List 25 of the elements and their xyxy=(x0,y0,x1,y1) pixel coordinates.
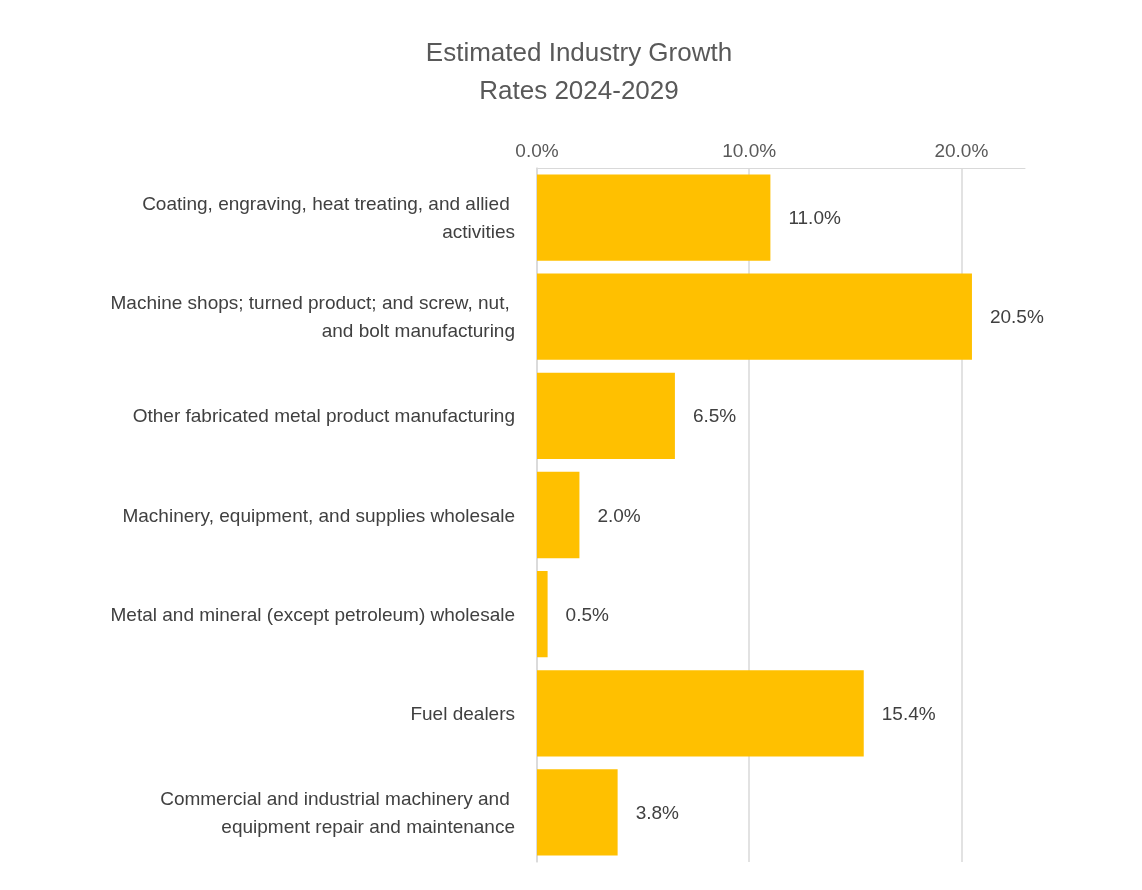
data-label: 2.0% xyxy=(597,504,641,526)
y-tick-label: Commercial and industrial machinery and equipment repair and maintenance xyxy=(160,787,515,837)
y-tick-label: Metal and mineral (except petroleum) wholesale xyxy=(110,603,515,625)
x-tick-label: 20.0% xyxy=(934,140,989,161)
x-tick-label: 0.0% xyxy=(515,140,559,161)
y-tick-label: Other fabricated metal product manufacturing xyxy=(132,405,515,427)
data-label: 6.5% xyxy=(692,405,737,427)
bar xyxy=(537,471,580,559)
y-tick-label: Machinery, equipment, and supplies wholesale xyxy=(122,504,515,526)
chart-title: Estimated Industry Growth Rates 2024-2029 xyxy=(425,37,733,105)
data-label: 0.5% xyxy=(565,603,610,625)
y-tick-label: Fuel dealers xyxy=(410,702,515,724)
y-tick-label: Machine shops; turned product; and screw, nut, and bolt manufacturing xyxy=(110,292,515,342)
bar xyxy=(537,670,864,757)
data-label: 3.8% xyxy=(635,801,680,823)
data-label: 11.0% xyxy=(788,207,841,229)
data-label: 15.4% xyxy=(881,702,936,724)
bar xyxy=(537,273,972,360)
bar xyxy=(537,769,618,856)
bar xyxy=(537,372,675,459)
x-tick-label: 10.0% xyxy=(722,140,777,161)
bar xyxy=(537,174,771,261)
bar xyxy=(537,571,548,658)
y-tick-label: Coating, engraving, heat treating, and allied activities xyxy=(142,193,515,243)
data-label: 20.5% xyxy=(989,306,1044,328)
